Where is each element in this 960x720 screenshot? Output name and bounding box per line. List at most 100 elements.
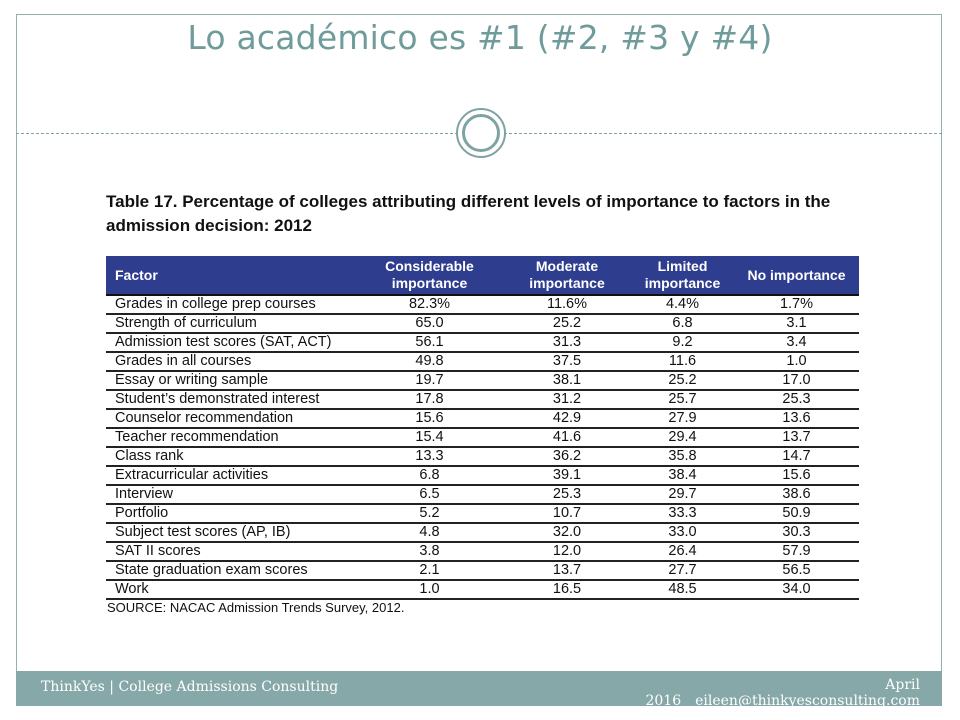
moderate-cell: 10.7 [503,504,631,524]
none-cell: 13.6 [734,409,859,429]
limited-cell: 25.7 [631,390,734,410]
table-row: Interview 6.5 25.3 29.7 38.6 [106,485,859,505]
factor-cell: Work [106,580,356,600]
limited-cell: 35.8 [631,447,734,467]
table-row: Admission test scores (SAT, ACT) 56.1 31… [106,333,859,353]
header-factor: Factor [106,256,356,296]
moderate-cell: 38.1 [503,371,631,391]
limited-cell: 26.4 [631,542,734,562]
title-divider-left [16,133,458,134]
factor-cell: Essay or writing sample [106,371,356,391]
considerable-cell: 82.3% [356,295,503,315]
none-cell: 3.4 [734,333,859,353]
moderate-cell: 31.3 [503,333,631,353]
title-divider-right [504,133,942,134]
moderate-cell: 12.0 [503,542,631,562]
none-cell: 17.0 [734,371,859,391]
limited-cell: 29.7 [631,485,734,505]
header-limited-line1: Limited [657,258,708,274]
none-cell: 1.7% [734,295,859,315]
none-cell: 56.5 [734,561,859,581]
limited-cell: 33.0 [631,523,734,543]
table-row: Student’s demonstrated interest 17.8 31.… [106,390,859,410]
table-row: Essay or writing sample 19.7 38.1 25.2 1… [106,371,859,391]
none-cell: 13.7 [734,428,859,448]
table-row: Grades in all courses 49.8 37.5 11.6 1.0 [106,352,859,372]
table-row: Strength of curriculum 65.0 25.2 6.8 3.1 [106,314,859,334]
factor-cell: Grades in all courses [106,352,356,372]
header-considerable-line1: Considerable [385,258,474,274]
header-considerable-line2: importance [391,275,468,291]
table-row: Extracurricular activities 6.8 39.1 38.4… [106,466,859,486]
considerable-cell: 15.4 [356,428,503,448]
header-none: No importance [734,256,859,296]
considerable-cell: 13.3 [356,447,503,467]
none-cell: 3.1 [734,314,859,334]
limited-cell: 6.8 [631,314,734,334]
limited-cell: 27.9 [631,409,734,429]
moderate-cell: 16.5 [503,580,631,600]
table-row: Work 1.0 16.5 48.5 34.0 [106,580,859,600]
factor-cell: Class rank [106,447,356,467]
header-limited: Limited importance [631,256,734,296]
table-row: Counselor recommendation 15.6 42.9 27.9 … [106,409,859,429]
factor-cell: Student’s demonstrated interest [106,390,356,410]
footer-bar [16,671,942,706]
moderate-cell: 42.9 [503,409,631,429]
header-considerable: Considerable importance [356,256,503,296]
limited-cell: 29.4 [631,428,734,448]
table-row: Teacher recommendation 15.4 41.6 29.4 13… [106,428,859,448]
moderate-cell: 41.6 [503,428,631,448]
factor-cell: Grades in college prep courses [106,295,356,315]
factor-cell: Counselor recommendation [106,409,356,429]
considerable-cell: 6.8 [356,466,503,486]
table-source-note: SOURCE: NACAC Admission Trends Survey, 2… [107,600,405,615]
none-cell: 1.0 [734,352,859,372]
factor-cell: Interview [106,485,356,505]
limited-cell: 38.4 [631,466,734,486]
header-moderate-line2: importance [529,275,605,291]
slide-title: Lo académico es #1 (#2, #3 y #4) [187,18,773,57]
moderate-cell: 11.6% [503,295,631,315]
factor-cell: SAT II scores [106,542,356,562]
factor-cell: Admission test scores (SAT, ACT) [106,333,356,353]
limited-cell: 4.4% [631,295,734,315]
table-row: Grades in college prep courses 82.3% 11.… [106,295,859,315]
considerable-cell: 15.6 [356,409,503,429]
factor-cell: Teacher recommendation [106,428,356,448]
none-cell: 30.3 [734,523,859,543]
none-cell: 25.3 [734,390,859,410]
factor-cell: Portfolio [106,504,356,524]
considerable-cell: 6.5 [356,485,503,505]
footer-meta: April 2016 eileen@thinkyesconsulting.com [600,677,920,709]
moderate-cell: 25.2 [503,314,631,334]
limited-cell: 48.5 [631,580,734,600]
table-row: Subject test scores (AP, IB) 4.8 32.0 33… [106,523,859,543]
none-cell: 50.9 [734,504,859,524]
considerable-cell: 49.8 [356,352,503,372]
considerable-cell: 1.0 [356,580,503,600]
circle-ornament-icon [456,108,506,158]
limited-cell: 33.3 [631,504,734,524]
considerable-cell: 4.8 [356,523,503,543]
table-row: Portfolio 5.2 10.7 33.3 50.9 [106,504,859,524]
footer-email: eileen@thinkyesconsulting.com [695,693,920,709]
limited-cell: 9.2 [631,333,734,353]
moderate-cell: 36.2 [503,447,631,467]
moderate-cell: 31.2 [503,390,631,410]
moderate-cell: 39.1 [503,466,631,486]
none-cell: 15.6 [734,466,859,486]
header-moderate-line1: Moderate [535,258,599,274]
table-row: Class rank 13.3 36.2 35.8 14.7 [106,447,859,467]
table-caption: Table 17. Percentage of colleges attribu… [106,192,831,235]
considerable-cell: 17.8 [356,390,503,410]
considerable-cell: 56.1 [356,333,503,353]
moderate-cell: 37.5 [503,352,631,372]
limited-cell: 11.6 [631,352,734,372]
considerable-cell: 2.1 [356,561,503,581]
none-cell: 57.9 [734,542,859,562]
considerable-cell: 65.0 [356,314,503,334]
none-cell: 34.0 [734,580,859,600]
importance-table: Factor Considerable importance Moderate … [106,256,859,600]
moderate-cell: 25.3 [503,485,631,505]
